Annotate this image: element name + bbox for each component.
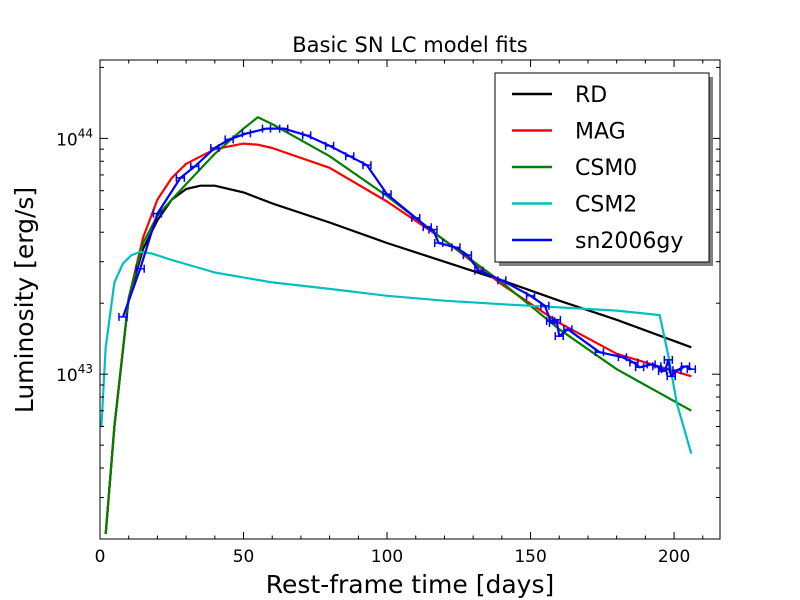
data-point-sn2006gy [474, 266, 484, 275]
data-point-sn2006gy [241, 129, 252, 138]
data-point-sn2006gy [278, 124, 289, 133]
y-axis-ticks: 1043 1044 [56, 126, 720, 386]
data-point-sn2006gy [428, 225, 438, 234]
minor-ticks [100, 60, 720, 540]
x-tick-label: 200 [658, 547, 690, 567]
data-point-sn2006gy [545, 317, 556, 326]
data-point-sn2006gy [135, 264, 145, 273]
data-point-sn2006gy [629, 358, 639, 367]
legend-item-csm2: CSM2 [512, 193, 637, 218]
legend-item-sn2006gy: sn2006gy [512, 229, 683, 254]
data-point-sn2006gy [497, 276, 507, 285]
data-point-sn2006gy [344, 152, 355, 161]
x-tick-label: 150 [514, 547, 546, 567]
data-point-sn2006gy [224, 135, 234, 144]
series-line-rd [104, 184, 692, 535]
data-point-sn2006gy [686, 365, 697, 374]
y-tick-label: 1043 [56, 362, 93, 386]
legend-label: RD [575, 83, 607, 108]
x-tick-label: 100 [371, 547, 403, 567]
data-point-sn2006gy [382, 190, 392, 199]
data-point-sn2006gy [594, 348, 605, 357]
legend: RD MAG CSM0 CSM2 sn2006gy [494, 72, 713, 266]
data-point-sn2006gy [118, 312, 128, 321]
data-point-sn2006gy [540, 301, 550, 310]
data-point-sn2006gy [410, 213, 421, 222]
y-axis-label: Luminosity [erg/s] [10, 187, 39, 413]
data-point-sn2006gy [189, 162, 200, 171]
data-point-sn2006gy [324, 141, 335, 150]
x-axis-label: Rest-frame time [days] [266, 570, 555, 599]
series-layer [100, 116, 697, 535]
data-point-sn2006gy [362, 161, 372, 170]
legend-item-mag: MAG [512, 120, 626, 145]
series-line-csm2 [100, 250, 693, 455]
data-point-sn2006gy [261, 124, 272, 133]
legend-label: MAG [575, 120, 626, 145]
legend-item-rd: RD [512, 83, 607, 108]
data-point-sn2006gy [554, 332, 565, 341]
x-axis-ticks: 0 50 100 150 200 [95, 60, 690, 567]
data-point-sn2006gy [663, 355, 674, 364]
data-point-sn2006gy [666, 372, 676, 381]
data-point-sn2006gy [433, 239, 444, 248]
y-tick-label: 1044 [56, 126, 93, 150]
data-point-sn2006gy [525, 291, 536, 300]
data-point-sn2006gy [451, 243, 461, 252]
x-tick-label: 50 [233, 547, 255, 567]
data-point-sn2006gy [660, 365, 671, 374]
x-tick-label: 0 [95, 547, 106, 567]
legend-label: sn2006gy [575, 229, 683, 254]
data-point-sn2006gy [175, 173, 186, 182]
data-point-sn2006gy [152, 209, 163, 218]
legend-label: CSM2 [575, 193, 637, 218]
legend-label: CSM0 [575, 156, 637, 181]
data-point-sn2006gy [646, 360, 656, 369]
data-point-sn2006gy [563, 325, 573, 334]
data-point-sn2006gy [551, 315, 562, 324]
data-point-sn2006gy [301, 131, 312, 140]
data-point-sn2006gy [634, 363, 645, 372]
chart-title: Basic SN LC model fits [292, 33, 528, 57]
data-point-sn2006gy [617, 353, 628, 362]
legend-item-csm0: CSM0 [512, 156, 637, 181]
plot-frame [99, 59, 721, 540]
data-point-sn2006gy [462, 251, 473, 260]
data-point-sn2006gy [210, 144, 220, 153]
